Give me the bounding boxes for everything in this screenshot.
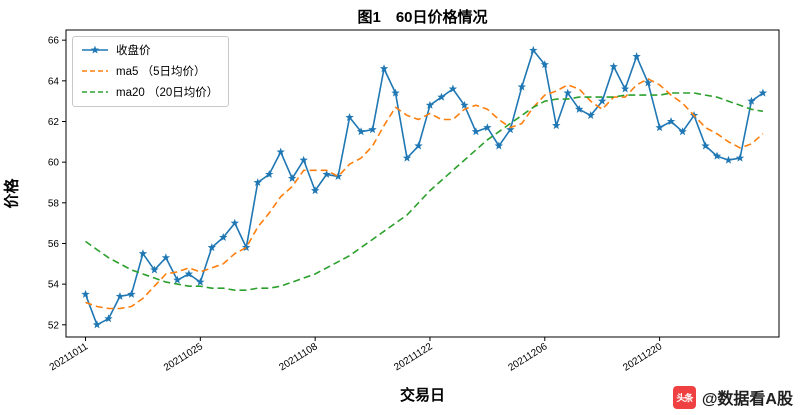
legend-item-close: 收盘价 bbox=[81, 42, 218, 58]
chart-title: 图1 60日价格情况 bbox=[357, 9, 488, 26]
svg-text:54: 54 bbox=[48, 280, 60, 291]
svg-text:20211011: 20211011 bbox=[48, 341, 91, 373]
svg-text:58: 58 bbox=[48, 198, 60, 209]
svg-text:56: 56 bbox=[48, 239, 60, 250]
ma5-line-sample-icon bbox=[82, 70, 108, 72]
svg-text:20211025: 20211025 bbox=[162, 341, 205, 374]
svg-text:60: 60 bbox=[48, 158, 60, 169]
legend-item-ma5: ma5 （5日均价） bbox=[81, 63, 218, 79]
x-axis-label: 交易日 bbox=[399, 387, 445, 404]
watermark-handle: @数据看A股 bbox=[701, 391, 793, 408]
legend-label-ma20: ma20 （20日均价） bbox=[116, 87, 219, 99]
chart-legend: 收盘价 ma5 （5日均价） ma20 （20日均价） bbox=[72, 36, 230, 107]
legend-label-close: 收盘价 bbox=[116, 45, 151, 57]
toutiao-logo-icon: 头条 bbox=[672, 385, 696, 409]
ma20-line-sample-icon bbox=[82, 91, 108, 93]
svg-text:66: 66 bbox=[48, 36, 60, 47]
svg-text:20211108: 20211108 bbox=[277, 341, 320, 373]
watermark: 头条 @数据看A股 bbox=[672, 385, 793, 409]
svg-text:20211206: 20211206 bbox=[506, 341, 549, 374]
svg-text:64: 64 bbox=[48, 76, 60, 87]
svg-text:52: 52 bbox=[48, 320, 60, 331]
svg-text:62: 62 bbox=[48, 117, 60, 128]
legend-label-ma5: ma5 （5日均价） bbox=[116, 66, 206, 78]
svg-text:20211122: 20211122 bbox=[392, 341, 435, 373]
close-line-sample-icon bbox=[82, 45, 108, 54]
svg-text:20211220: 20211220 bbox=[621, 341, 664, 374]
legend-item-ma20: ma20 （20日均价） bbox=[81, 84, 218, 100]
